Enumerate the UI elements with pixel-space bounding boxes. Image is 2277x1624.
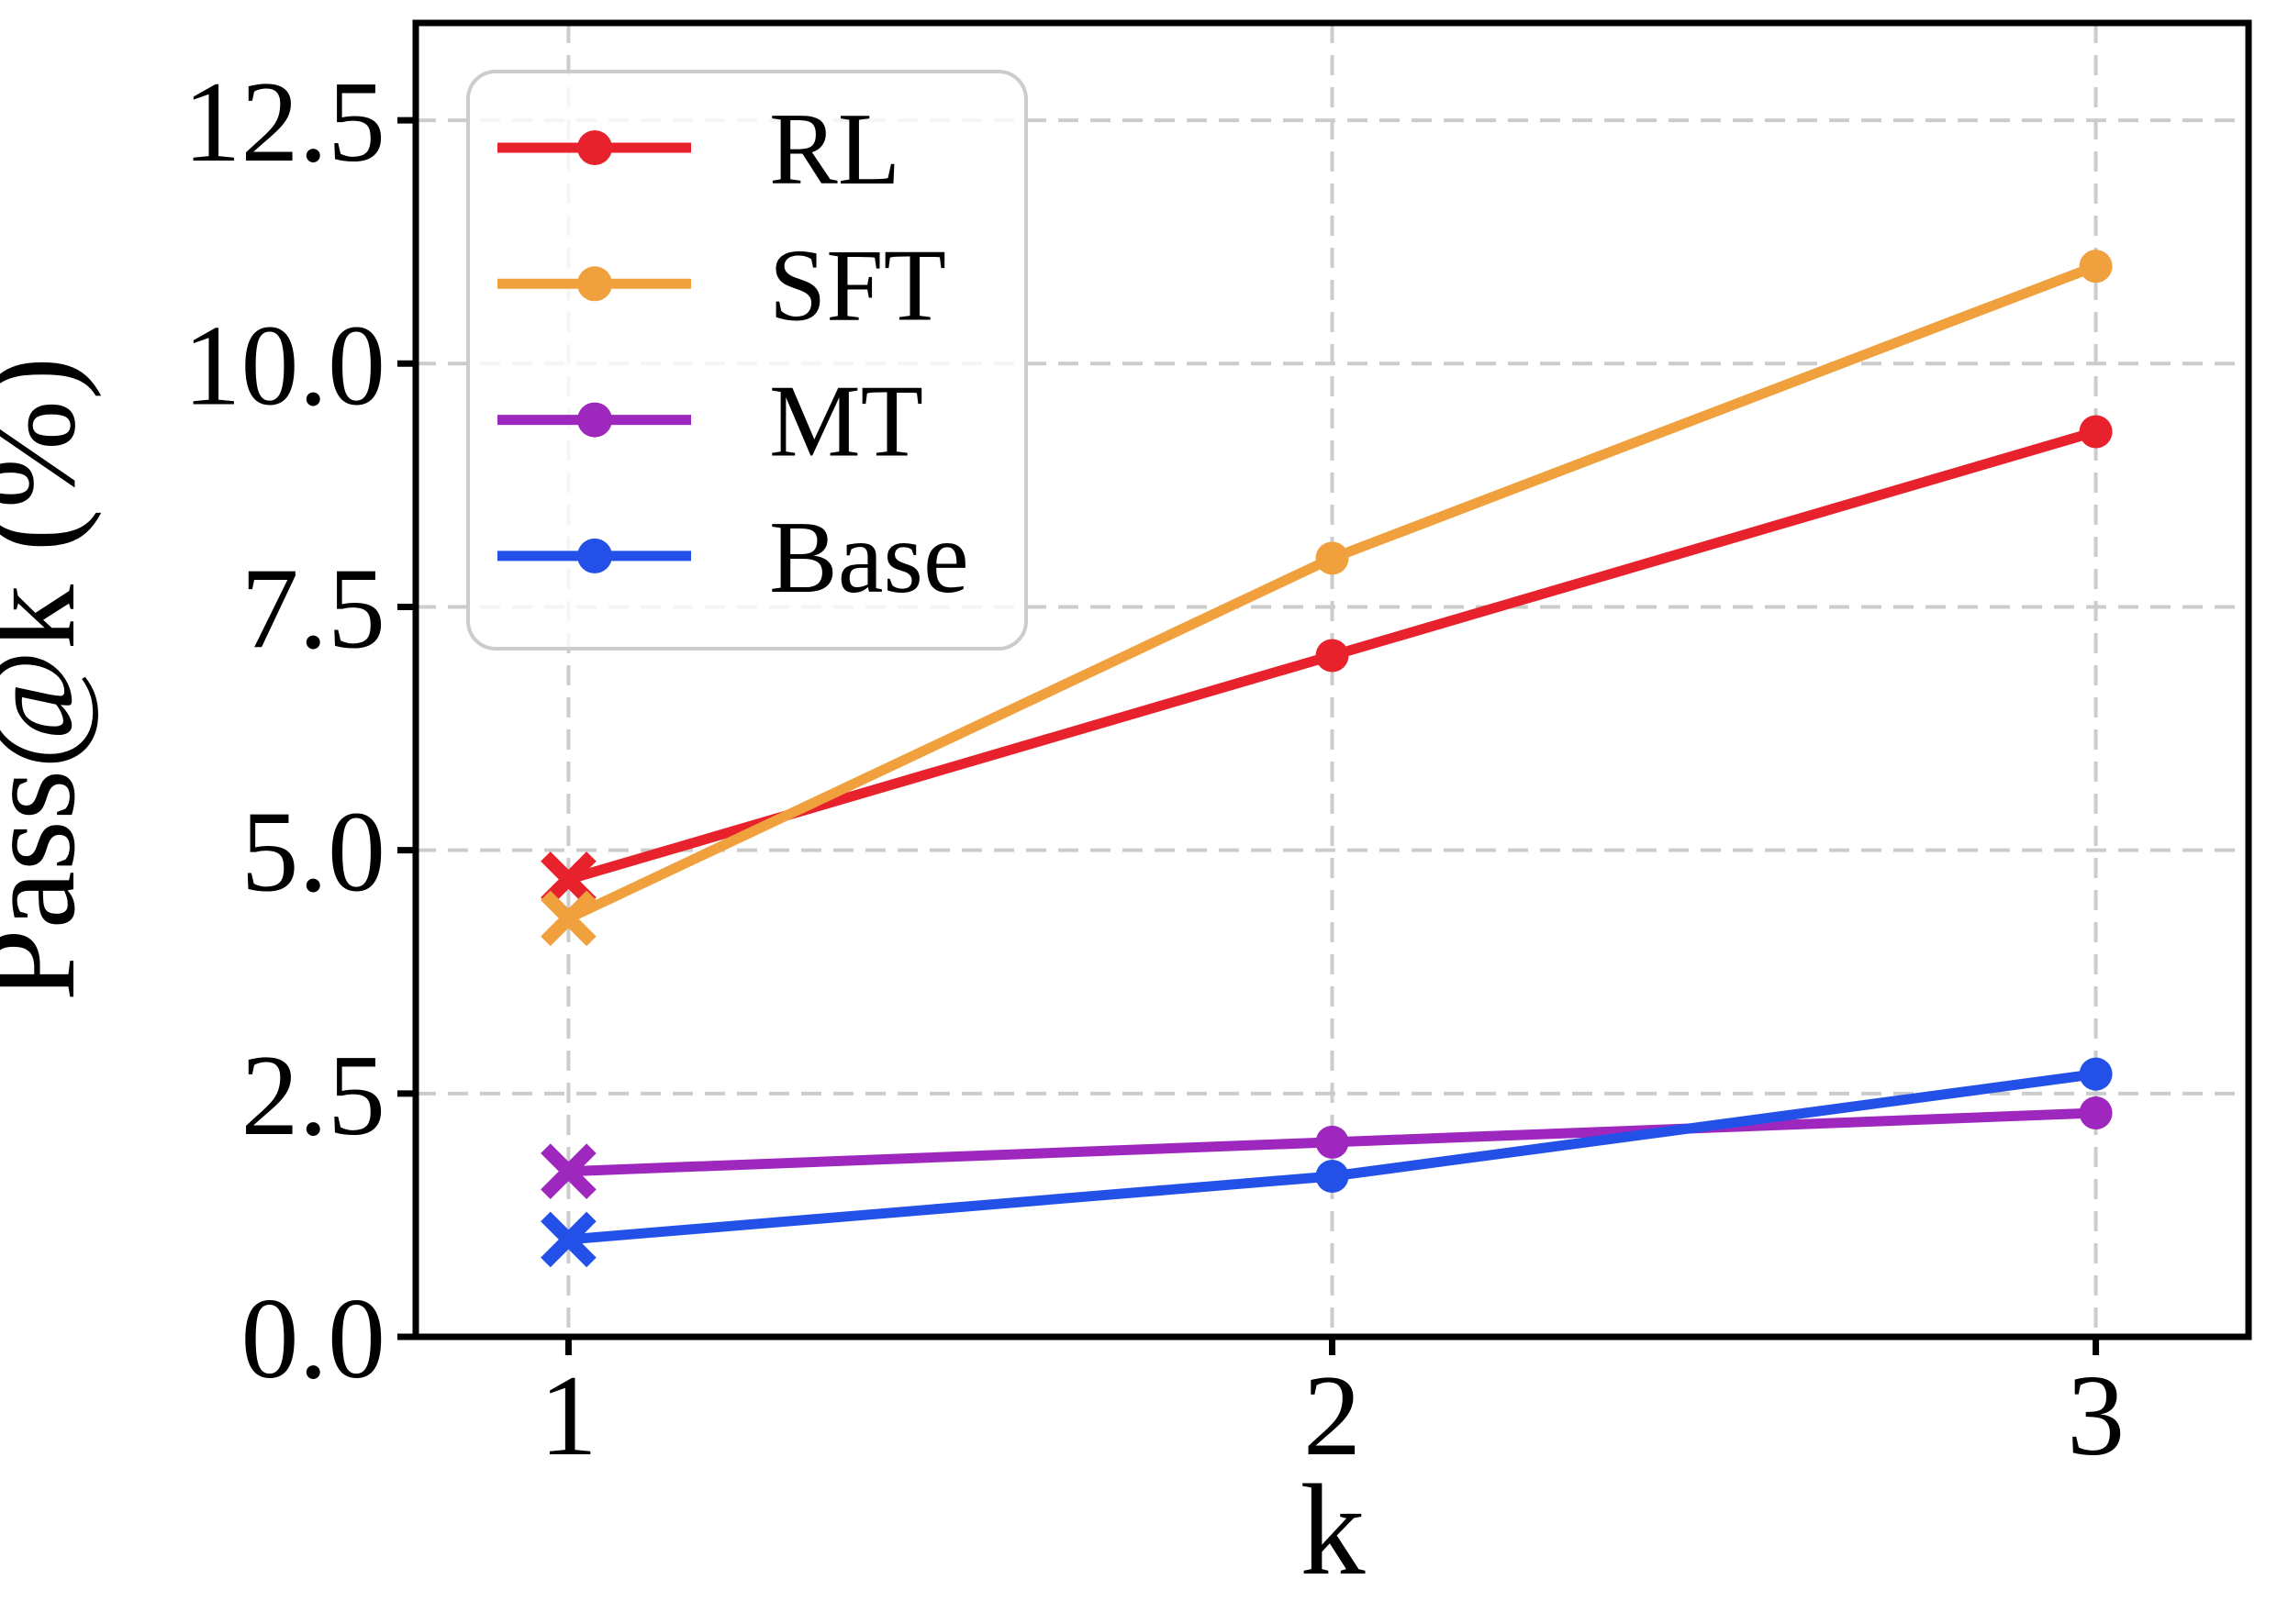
marker-dot-sft [1315,541,1349,575]
axis-ticks [397,117,2100,1355]
data-series [541,250,2113,1268]
marker-dot-sft [2079,250,2113,284]
y-axis-label: Pass@k (%) [0,357,102,1002]
legend-label: SFT [769,228,946,342]
legend-marker-dot [577,402,612,438]
marker-x-mt [541,1143,597,1199]
legend-marker-dot [577,538,612,573]
legend-marker-dot [577,130,612,165]
tick-labels: 0.0 2.5 5.0 7.5 10.0 12.5 1 2 3 [184,59,2126,1480]
legend-item-sft: SFT [497,228,946,342]
legend-label: RL [769,93,900,206]
legend-item-mt: MT [497,365,923,479]
y-tick-label: 10.0 [184,302,386,429]
y-tick-label: 12.5 [184,59,386,186]
marker-dot-mt [1315,1125,1349,1159]
x-axis-label: k [1300,1457,1366,1602]
marker-x-base [541,1211,597,1268]
marker-dot-base [2079,1057,2113,1091]
x-tick-label: 1 [540,1352,597,1480]
y-tick-label: 5.0 [241,789,386,917]
legend-marker-dot [577,266,612,302]
legend-item-rl: RL [497,93,900,206]
legend-label: MT [769,365,923,479]
y-tick-label: 7.5 [241,545,386,673]
x-tick-label: 3 [2067,1352,2125,1480]
y-tick-label: 2.5 [241,1032,386,1160]
marker-dot-rl [2079,415,2113,449]
y-tick-label: 0.0 [241,1275,386,1403]
legend-item-base: Base [497,501,969,615]
legend-frame [466,70,1028,651]
marker-dot-rl [1315,639,1349,673]
x-tick-label: 2 [1303,1352,1361,1480]
marker-x-sft [541,890,597,947]
marker-dot-base [1315,1159,1349,1193]
marker-dot-mt [2079,1096,2113,1130]
legend-label: Base [769,501,969,615]
legend: RL SFT MT Base [466,70,1028,651]
